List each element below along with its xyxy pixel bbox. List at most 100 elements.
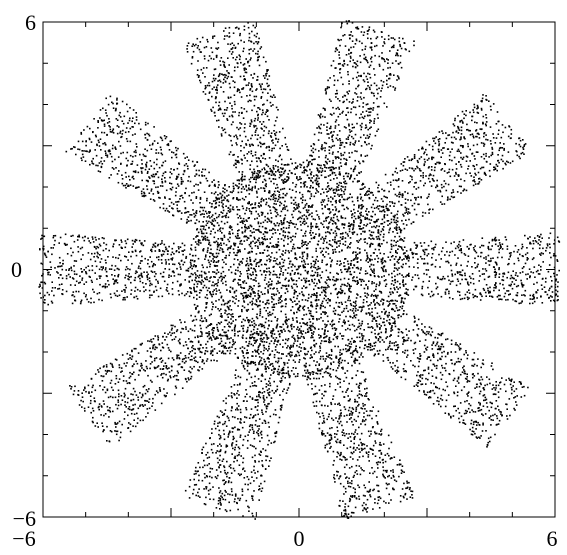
data-point bbox=[358, 105, 361, 108]
data-point bbox=[401, 239, 403, 241]
data-point bbox=[292, 279, 295, 281]
data-point bbox=[299, 247, 301, 249]
data-point bbox=[467, 260, 469, 263]
data-point bbox=[413, 288, 415, 291]
data-point bbox=[220, 313, 222, 315]
data-point bbox=[221, 237, 224, 240]
data-point bbox=[463, 117, 465, 120]
data-point bbox=[256, 176, 259, 178]
data-point bbox=[288, 263, 291, 265]
data-point bbox=[452, 189, 454, 191]
data-point bbox=[446, 250, 448, 253]
data-point bbox=[428, 157, 430, 160]
data-point bbox=[474, 245, 476, 247]
data-point bbox=[300, 325, 302, 328]
data-point bbox=[226, 305, 229, 308]
data-point bbox=[202, 320, 205, 322]
data-point bbox=[368, 86, 371, 89]
data-point bbox=[196, 270, 199, 272]
data-point bbox=[307, 225, 309, 228]
data-point bbox=[335, 241, 338, 244]
data-point bbox=[334, 156, 337, 158]
data-point bbox=[334, 67, 336, 69]
data-point bbox=[273, 202, 275, 205]
data-point bbox=[471, 115, 473, 118]
data-point bbox=[339, 351, 341, 354]
data-point bbox=[355, 297, 358, 299]
data-point bbox=[251, 287, 254, 290]
data-point bbox=[473, 179, 475, 181]
data-point bbox=[374, 226, 377, 229]
data-point bbox=[328, 208, 331, 210]
data-point bbox=[513, 262, 516, 265]
data-point bbox=[208, 331, 210, 333]
data-point bbox=[368, 211, 370, 213]
data-point bbox=[388, 314, 390, 317]
data-point bbox=[266, 338, 269, 340]
data-point bbox=[332, 166, 334, 169]
data-point bbox=[347, 339, 349, 341]
data-point bbox=[370, 302, 372, 304]
data-point bbox=[390, 218, 393, 221]
data-point bbox=[361, 26, 364, 28]
data-point bbox=[430, 264, 433, 266]
data-point bbox=[324, 326, 327, 329]
data-point bbox=[356, 261, 359, 263]
data-point bbox=[329, 166, 331, 169]
data-point bbox=[455, 131, 457, 133]
data-point bbox=[359, 193, 362, 196]
data-point bbox=[376, 200, 379, 202]
data-point bbox=[293, 326, 295, 328]
data-point bbox=[423, 151, 426, 153]
data-point bbox=[397, 220, 399, 223]
data-point bbox=[522, 255, 524, 258]
data-point bbox=[382, 261, 384, 264]
data-point bbox=[339, 288, 342, 290]
data-point bbox=[275, 293, 278, 296]
data-point bbox=[251, 187, 253, 190]
data-point bbox=[498, 242, 501, 244]
data-point bbox=[375, 285, 377, 288]
data-point bbox=[399, 228, 401, 230]
data-point bbox=[373, 342, 375, 344]
data-point bbox=[460, 178, 462, 181]
data-point bbox=[220, 242, 222, 244]
data-point bbox=[258, 356, 261, 358]
data-point bbox=[333, 327, 336, 329]
data-point bbox=[354, 349, 356, 352]
data-point bbox=[296, 297, 298, 300]
data-point bbox=[315, 311, 318, 313]
data-point bbox=[400, 238, 402, 240]
data-point bbox=[442, 275, 445, 278]
data-point bbox=[281, 329, 283, 332]
data-point bbox=[342, 243, 344, 245]
data-point bbox=[269, 271, 272, 274]
data-point bbox=[258, 230, 260, 232]
data-point bbox=[473, 103, 476, 106]
data-point bbox=[351, 135, 353, 138]
data-point bbox=[502, 275, 504, 278]
data-point bbox=[217, 244, 220, 247]
data-point bbox=[296, 285, 298, 288]
data-point bbox=[311, 304, 313, 307]
data-point bbox=[485, 121, 488, 123]
data-point bbox=[260, 334, 262, 337]
data-point bbox=[316, 368, 319, 370]
data-point bbox=[217, 242, 219, 244]
data-point bbox=[402, 213, 404, 216]
data-point bbox=[308, 309, 310, 312]
data-point bbox=[530, 271, 532, 273]
data-point bbox=[311, 334, 313, 337]
data-point bbox=[304, 235, 307, 237]
data-point bbox=[227, 329, 230, 332]
data-point bbox=[243, 306, 246, 309]
data-point bbox=[299, 273, 302, 276]
data-point bbox=[474, 172, 476, 175]
data-point bbox=[298, 300, 300, 303]
data-point bbox=[420, 293, 423, 296]
data-point bbox=[269, 206, 271, 208]
data-point bbox=[241, 336, 244, 339]
data-point bbox=[508, 284, 510, 287]
data-point bbox=[329, 257, 331, 259]
data-point bbox=[516, 292, 519, 294]
